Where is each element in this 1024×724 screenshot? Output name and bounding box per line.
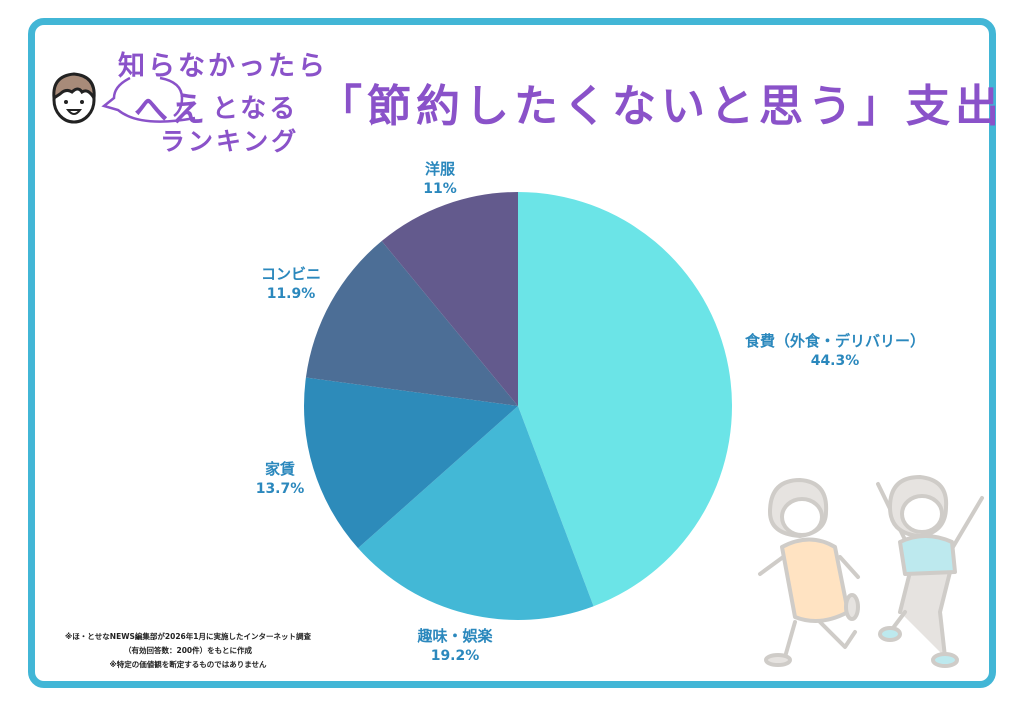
footnote-line-3: ※特定の価値観を断定するものではありません: [109, 660, 267, 669]
footnote-line-1: ※ほ・とせなNEWS編集部が2026年1月に実施したインターネット調査: [65, 632, 311, 641]
speech-bubble-decoration: [101, 76, 196, 123]
survey-footnote: ※ほ・とせなNEWS編集部が2026年1月に実施したインターネット調査 （有効回…: [48, 630, 328, 672]
pie-slice: [518, 192, 733, 607]
slice-label-clothes: 洋服 11%: [423, 160, 457, 197]
footnote-line-2: （有効回答数：200件）をもとに作成: [123, 646, 252, 655]
pie-slice: [358, 406, 594, 620]
page-title: 「節約したくないと思う」支出: [318, 81, 1004, 132]
slice-label-convenience-store: コンビニ 11.9%: [260, 265, 321, 302]
title-line-2-rest: となる: [212, 94, 299, 124]
slice-label-food: 食費（外食・デリバリー） 44.3%: [744, 332, 925, 369]
children-illustration: [758, 475, 984, 668]
title-line-1: 知らなかったら: [118, 51, 328, 82]
title-line-2-emphasis: へえ: [134, 90, 208, 130]
slice-label-hobbies: 趣味・娯楽 19.2%: [417, 627, 493, 664]
title-line-3: ランキング: [160, 127, 300, 156]
pie-slice: [305, 241, 518, 406]
boy-face-icon: [52, 72, 96, 124]
slice-label-rent: 家賃 13.7%: [255, 460, 305, 497]
pie-slice: [304, 377, 518, 549]
pie-slice: [381, 192, 518, 406]
